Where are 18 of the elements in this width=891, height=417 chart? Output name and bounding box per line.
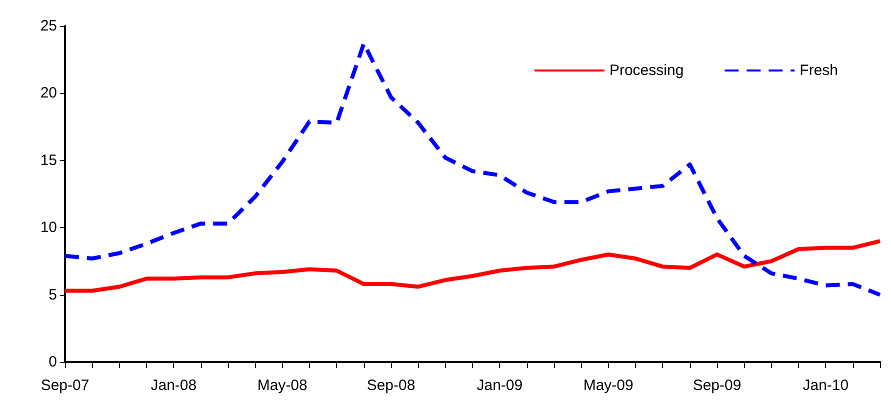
x-tick-label: May-09 (583, 377, 634, 394)
y-tick-label: 10 (40, 219, 57, 236)
x-tick-label: Jan-09 (476, 377, 523, 394)
x-tick-label: Jan-08 (150, 377, 197, 394)
y-tick-label: 25 (40, 18, 57, 34)
x-tick-label: Sep-09 (692, 377, 742, 394)
x-tick-label: Sep-08 (366, 377, 416, 394)
y-tick-label: 0 (48, 354, 57, 370)
line-series (63, 239, 882, 293)
y-tick-label: 5 (48, 286, 57, 304)
line-series (63, 41, 882, 297)
y-tick-label: 20 (40, 84, 57, 102)
y-tick-label: 15 (40, 152, 57, 169)
legend-label: Processing (609, 62, 684, 79)
legend-label: Fresh (800, 62, 838, 79)
x-tick-label: Sep-07 (40, 377, 90, 394)
x-tick-label: May-08 (257, 377, 308, 394)
x-tick-label: Jan-10 (802, 377, 849, 394)
